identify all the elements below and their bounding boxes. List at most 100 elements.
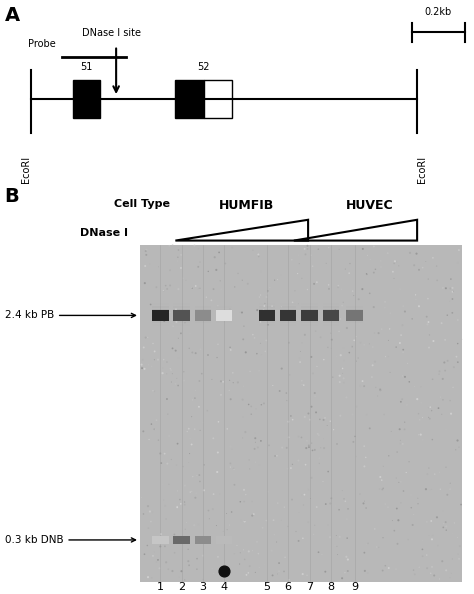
Point xyxy=(351,432,359,441)
Point xyxy=(340,391,348,400)
Point xyxy=(303,571,311,580)
Point xyxy=(416,415,424,425)
Bar xyxy=(259,310,275,321)
Point xyxy=(363,269,370,279)
Point xyxy=(364,568,372,578)
Bar xyxy=(152,309,169,311)
Point xyxy=(228,345,235,354)
Point xyxy=(356,489,364,499)
Point xyxy=(450,362,458,372)
Point xyxy=(161,449,168,459)
Point xyxy=(174,333,182,343)
Point xyxy=(173,374,181,383)
Point xyxy=(264,320,272,330)
Point xyxy=(447,274,455,284)
Point xyxy=(330,425,337,434)
Point xyxy=(407,490,415,500)
Text: 6: 6 xyxy=(285,582,292,592)
Point xyxy=(191,424,199,434)
Point xyxy=(449,287,456,296)
Point xyxy=(254,305,261,315)
Point xyxy=(329,372,337,382)
Point xyxy=(139,426,147,436)
Point xyxy=(226,343,234,352)
Point xyxy=(344,504,352,514)
Point xyxy=(434,541,442,551)
Point xyxy=(149,551,157,561)
Point xyxy=(154,355,162,365)
Point xyxy=(241,517,248,526)
Point xyxy=(436,574,443,584)
Point xyxy=(428,406,436,415)
Bar xyxy=(216,321,232,323)
Point xyxy=(164,409,172,419)
Point xyxy=(344,555,352,564)
Bar xyxy=(152,324,169,326)
Point xyxy=(201,307,209,316)
Point xyxy=(186,434,194,444)
Point xyxy=(442,565,450,575)
Point xyxy=(397,330,405,340)
Point xyxy=(205,506,212,516)
Point xyxy=(425,530,433,540)
Point xyxy=(246,464,254,473)
Bar xyxy=(73,80,100,118)
Point xyxy=(164,564,172,574)
Point xyxy=(275,567,283,576)
Point xyxy=(384,446,392,456)
Point xyxy=(422,544,429,553)
Point xyxy=(213,353,221,362)
Text: 2: 2 xyxy=(178,582,185,592)
Point xyxy=(324,467,332,476)
Point xyxy=(228,243,236,252)
Point xyxy=(295,259,303,268)
Point xyxy=(415,409,422,419)
Point xyxy=(294,299,302,308)
Point xyxy=(181,500,189,510)
Point xyxy=(209,564,216,573)
Point xyxy=(431,469,438,479)
Point xyxy=(156,542,164,551)
Point xyxy=(169,321,177,331)
Point xyxy=(299,569,307,579)
Point xyxy=(295,536,302,546)
Point xyxy=(337,364,345,373)
Point xyxy=(444,311,451,320)
Point xyxy=(435,403,442,413)
Point xyxy=(412,290,419,299)
Point xyxy=(209,504,217,514)
Point xyxy=(442,517,449,527)
Point xyxy=(224,424,231,434)
Point xyxy=(157,529,164,539)
Point xyxy=(397,397,405,406)
Point xyxy=(149,507,156,517)
Point xyxy=(281,552,289,562)
Point xyxy=(346,259,354,268)
Point xyxy=(163,369,171,378)
Point xyxy=(255,249,262,259)
Point xyxy=(363,410,370,419)
Point xyxy=(273,537,280,546)
Point xyxy=(257,267,265,276)
Text: HUVEC: HUVEC xyxy=(346,199,393,212)
Point xyxy=(377,256,384,266)
Point xyxy=(322,258,330,268)
Point xyxy=(456,554,463,564)
Point xyxy=(442,526,450,535)
Point xyxy=(165,241,173,251)
Point xyxy=(340,343,347,353)
Point xyxy=(242,347,249,357)
Point xyxy=(311,520,319,530)
Point xyxy=(380,410,388,419)
Point xyxy=(405,457,413,466)
Point xyxy=(321,567,329,576)
Point xyxy=(321,309,328,318)
Point xyxy=(143,245,150,255)
Point xyxy=(239,412,247,422)
Point xyxy=(255,549,262,558)
Point xyxy=(336,377,344,387)
Point xyxy=(151,425,158,434)
Point xyxy=(247,402,255,411)
Point xyxy=(398,320,406,330)
Point xyxy=(271,451,279,461)
